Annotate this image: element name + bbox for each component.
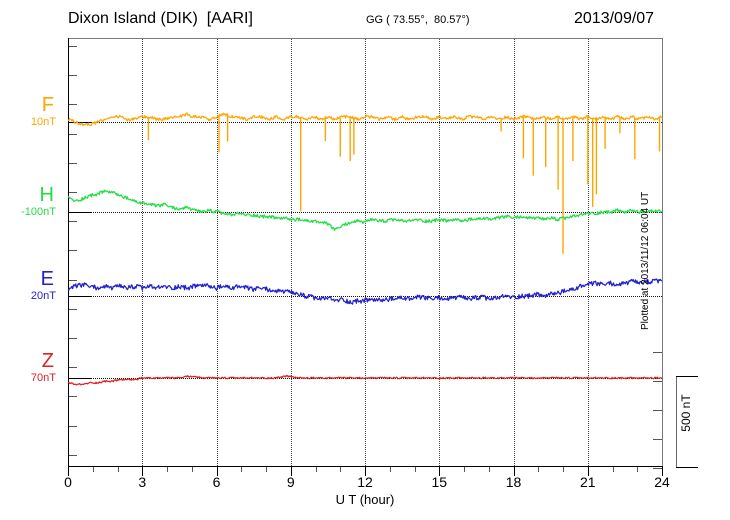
baseline-stub-f [68, 122, 92, 123]
x-tick-minor [118, 467, 119, 472]
y-tick [69, 396, 77, 397]
axis-left [68, 38, 69, 466]
x-tick-minor [266, 467, 267, 472]
x-tick-major [588, 467, 589, 476]
scale-bar-line [676, 376, 677, 468]
x-axis-title: U T (hour) [335, 492, 395, 507]
gridline-v [439, 39, 441, 466]
x-tick-major [514, 467, 515, 476]
gridline-v [587, 39, 589, 466]
x-tick-major [662, 467, 663, 476]
gridline-v [513, 39, 515, 466]
x-tick-minor [613, 467, 614, 472]
x-tick-minor [415, 467, 416, 472]
x-tick-label: 0 [64, 474, 72, 490]
y-tick [69, 75, 77, 76]
magnetogram-plot [67, 38, 663, 476]
y-tick-right [653, 381, 662, 382]
x-tick-minor [637, 467, 638, 472]
x-tick-label: 21 [579, 474, 596, 490]
scale-bar-label: 500 nT [679, 394, 693, 432]
x-tick-major [291, 467, 292, 476]
component-label-h: H [39, 184, 54, 206]
x-tick-major [142, 467, 143, 476]
baseline-stub-e [68, 296, 92, 297]
trace-z [67, 374, 663, 386]
y-tick [69, 309, 77, 310]
y-tick [69, 163, 77, 164]
baseline-stub-h [68, 212, 92, 213]
gridline-v [142, 39, 144, 466]
page-title: Dixon Island (DIK) [AARI] [68, 10, 253, 27]
scale-bar: 500 nT [668, 376, 708, 468]
x-tick-minor [464, 467, 465, 472]
trace-e [67, 278, 663, 305]
trace-h [67, 189, 663, 231]
axis-top [68, 38, 663, 39]
component-label-e: E [40, 268, 54, 290]
y-tick [69, 280, 77, 281]
x-tick-label: 3 [138, 474, 147, 490]
x-tick-major [439, 467, 440, 476]
y-tick [69, 221, 77, 222]
y-tick-right [653, 352, 662, 353]
baseline-e [69, 296, 662, 297]
x-tick-major [68, 467, 69, 476]
gridline-v [290, 39, 292, 466]
x-tick-label: 12 [357, 474, 373, 490]
geographic-coordinates: GG ( 73.55°, 80.57°) [366, 14, 470, 26]
x-tick-major [365, 467, 366, 476]
baseline-h [69, 212, 662, 213]
x-tick-minor [192, 467, 193, 472]
y-tick [69, 192, 77, 193]
plotted-timestamp: Plotted at 2013/11/12 06:04 UT [640, 191, 651, 330]
x-tick-minor [489, 467, 490, 472]
x-tick-label: 24 [654, 474, 670, 490]
y-tick [69, 455, 77, 456]
x-tick-major [217, 467, 218, 476]
y-tick [69, 338, 77, 339]
y-tick-right [653, 410, 662, 411]
component-unit-f: 10nT [30, 116, 56, 128]
x-tick-minor [316, 467, 317, 472]
component-unit-e: 20nT [30, 290, 56, 302]
baseline-f [69, 122, 662, 123]
x-tick-minor [563, 467, 564, 472]
x-tick-minor [93, 467, 94, 472]
x-tick-label: 15 [431, 474, 448, 490]
trace-curves [67, 112, 663, 386]
y-tick-right [653, 439, 662, 440]
gridline-v [365, 39, 366, 466]
axis-right [662, 38, 663, 466]
component-label-f: F [41, 94, 54, 116]
scale-bar-bottom-cap [676, 467, 698, 468]
x-tick-label: 9 [286, 474, 295, 490]
x-tick-label: 18 [505, 474, 522, 490]
y-tick [69, 250, 77, 251]
observation-date: 2013/09/07 [574, 10, 655, 27]
x-tick-minor [340, 467, 341, 472]
gridline-v [216, 39, 218, 466]
x-tick-minor [167, 467, 168, 472]
axis-bottom [68, 466, 663, 467]
scale-bar-top-cap [676, 376, 698, 377]
component-label-z: Z [41, 350, 54, 372]
y-tick [69, 46, 77, 47]
y-tick [69, 367, 77, 368]
baseline-stub-z [68, 378, 92, 379]
y-tick [69, 134, 77, 135]
component-unit-h: -100nT [21, 206, 56, 218]
y-tick [69, 426, 77, 427]
x-tick-minor [538, 467, 539, 472]
y-tick-right [653, 468, 662, 469]
x-tick-minor [241, 467, 242, 472]
x-tick-label: 6 [212, 474, 221, 490]
component-unit-z: 70nT [30, 372, 56, 384]
x-tick-minor [390, 467, 391, 472]
y-tick [69, 104, 77, 105]
